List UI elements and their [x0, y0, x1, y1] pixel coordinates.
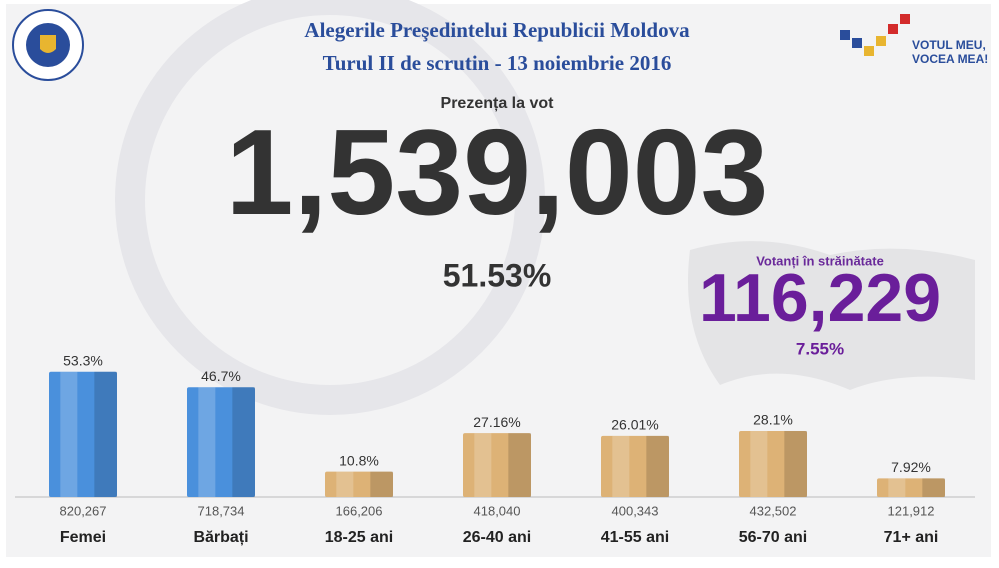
- bar: [325, 471, 393, 497]
- turnout-percent: 51.53%: [443, 257, 552, 293]
- category-label: 26-40 ani: [463, 529, 531, 546]
- category-label: Femei: [60, 529, 106, 546]
- bar: [739, 430, 807, 497]
- value-label: 10.8%: [339, 452, 379, 468]
- watermark: [115, 0, 545, 415]
- abroad-label: Votanți în străinătate: [756, 253, 884, 268]
- bar-highlight: [612, 435, 630, 497]
- bar-highlight: [750, 430, 768, 497]
- value-label: 7.92%: [891, 459, 931, 475]
- count-label: 432,502: [750, 503, 797, 518]
- bar-shade: [370, 471, 393, 497]
- abroad-value: 116,229: [699, 260, 941, 336]
- bar-highlight: [198, 387, 216, 497]
- value-label: 53.3%: [63, 352, 103, 368]
- category-label: 71+ ani: [884, 529, 939, 546]
- count-label: 400,343: [612, 503, 659, 518]
- value-label: 26.01%: [611, 417, 658, 433]
- bar-shade: [94, 371, 117, 497]
- slogan-line: VOTUL MEU,: [912, 38, 986, 52]
- bar-shade: [646, 435, 669, 497]
- world-map: [688, 241, 975, 390]
- category-label: Bărbați: [193, 529, 248, 546]
- count-label: 718,734: [198, 503, 245, 518]
- bar-highlight: [888, 478, 906, 497]
- bar-highlight: [60, 371, 78, 497]
- turnout-value: 1,539,003: [226, 104, 769, 240]
- slogan-logo: VOTUL MEU, VOCEA MEA!: [840, 14, 988, 66]
- bar: [463, 433, 531, 497]
- bar: [877, 478, 945, 497]
- turnout-label: Prezența la vot: [441, 95, 555, 112]
- abroad-percent: 7.55%: [796, 339, 844, 358]
- bar-highlight: [474, 433, 492, 497]
- bar: [601, 435, 669, 497]
- bar-highlight: [336, 471, 354, 497]
- bar: [187, 387, 255, 497]
- count-label: 166,206: [336, 503, 383, 518]
- emblem: [12, 9, 84, 81]
- bar-shade: [508, 433, 531, 497]
- category-label: 18-25 ani: [325, 529, 393, 546]
- count-label: 820,267: [60, 503, 107, 518]
- subtitle: Turul II de scrutin - 13 noiembrie 2016: [323, 51, 672, 75]
- category-label: 41-55 ani: [601, 529, 669, 546]
- bar-shade: [232, 387, 255, 497]
- slogan-line: VOCEA MEA!: [912, 52, 988, 66]
- bar: [49, 371, 117, 497]
- value-label: 28.1%: [753, 412, 793, 428]
- category-label: 56-70 ani: [739, 529, 807, 546]
- value-label: 46.7%: [201, 368, 241, 384]
- bar-shade: [784, 430, 807, 497]
- value-label: 27.16%: [473, 414, 520, 430]
- count-label: 121,912: [888, 503, 935, 518]
- count-label: 418,040: [474, 503, 521, 518]
- bar-shade: [922, 478, 945, 497]
- title: Alegerile Preşedintelui Republicii Moldo…: [304, 18, 690, 42]
